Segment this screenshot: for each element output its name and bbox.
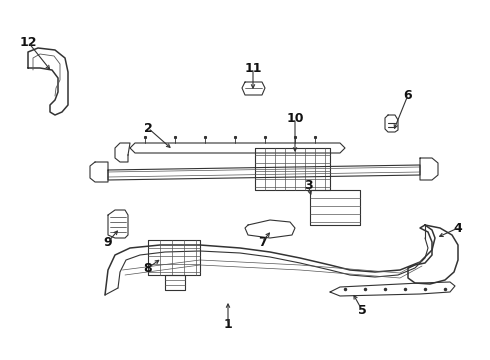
Text: 4: 4 <box>454 221 463 234</box>
Text: 5: 5 <box>358 303 367 316</box>
Text: 3: 3 <box>304 179 312 192</box>
Text: 1: 1 <box>223 319 232 332</box>
Text: 2: 2 <box>144 122 152 135</box>
Text: 10: 10 <box>286 112 304 125</box>
Text: 6: 6 <box>404 89 412 102</box>
Text: 9: 9 <box>104 235 112 248</box>
Text: 11: 11 <box>244 62 262 75</box>
Text: 7: 7 <box>258 235 267 248</box>
Text: 12: 12 <box>19 36 37 49</box>
Text: 8: 8 <box>144 261 152 274</box>
